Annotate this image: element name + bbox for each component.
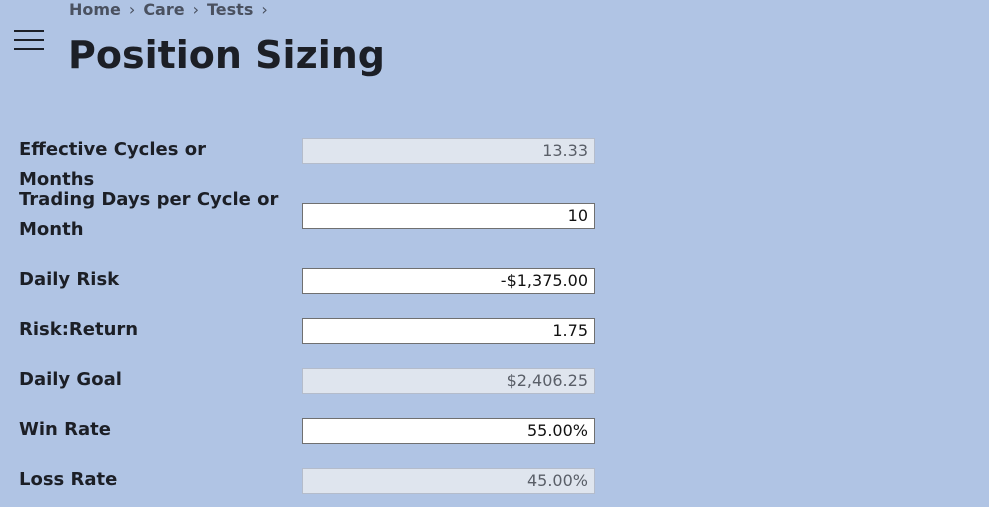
breadcrumb-separator: ›: [128, 0, 136, 19]
field-label: Trading Days per Cycle or Month: [19, 189, 279, 240]
field-label: Loss Rate: [19, 469, 118, 490]
input-field[interactable]: 55.00%: [302, 418, 595, 444]
breadcrumb-link[interactable]: Tests: [207, 0, 254, 19]
breadcrumb-separator: ›: [261, 0, 268, 19]
field-label: Daily Goal: [19, 369, 122, 390]
readonly-field: 45.00%: [302, 468, 595, 494]
breadcrumb-link[interactable]: Home: [69, 0, 121, 19]
breadcrumb-link[interactable]: Care: [143, 0, 185, 19]
readonly-field: 13.33: [302, 138, 595, 164]
page-title: Position Sizing: [68, 33, 385, 77]
field-label: Effective Cycles or Months: [19, 139, 206, 190]
field-label: Risk:Return: [19, 319, 139, 340]
breadcrumb-separator: ›: [192, 0, 199, 19]
menu-button[interactable]: [14, 30, 44, 50]
field-label: Win Rate: [19, 419, 111, 440]
readonly-field: $2,406.25: [302, 368, 595, 394]
breadcrumb: Home › Care › Tests ›: [69, 0, 276, 20]
input-field[interactable]: 10: [302, 203, 595, 229]
field-label: Daily Risk: [19, 269, 120, 290]
input-field[interactable]: -$1,375.00: [302, 268, 595, 294]
input-field[interactable]: 1.75: [302, 318, 595, 344]
